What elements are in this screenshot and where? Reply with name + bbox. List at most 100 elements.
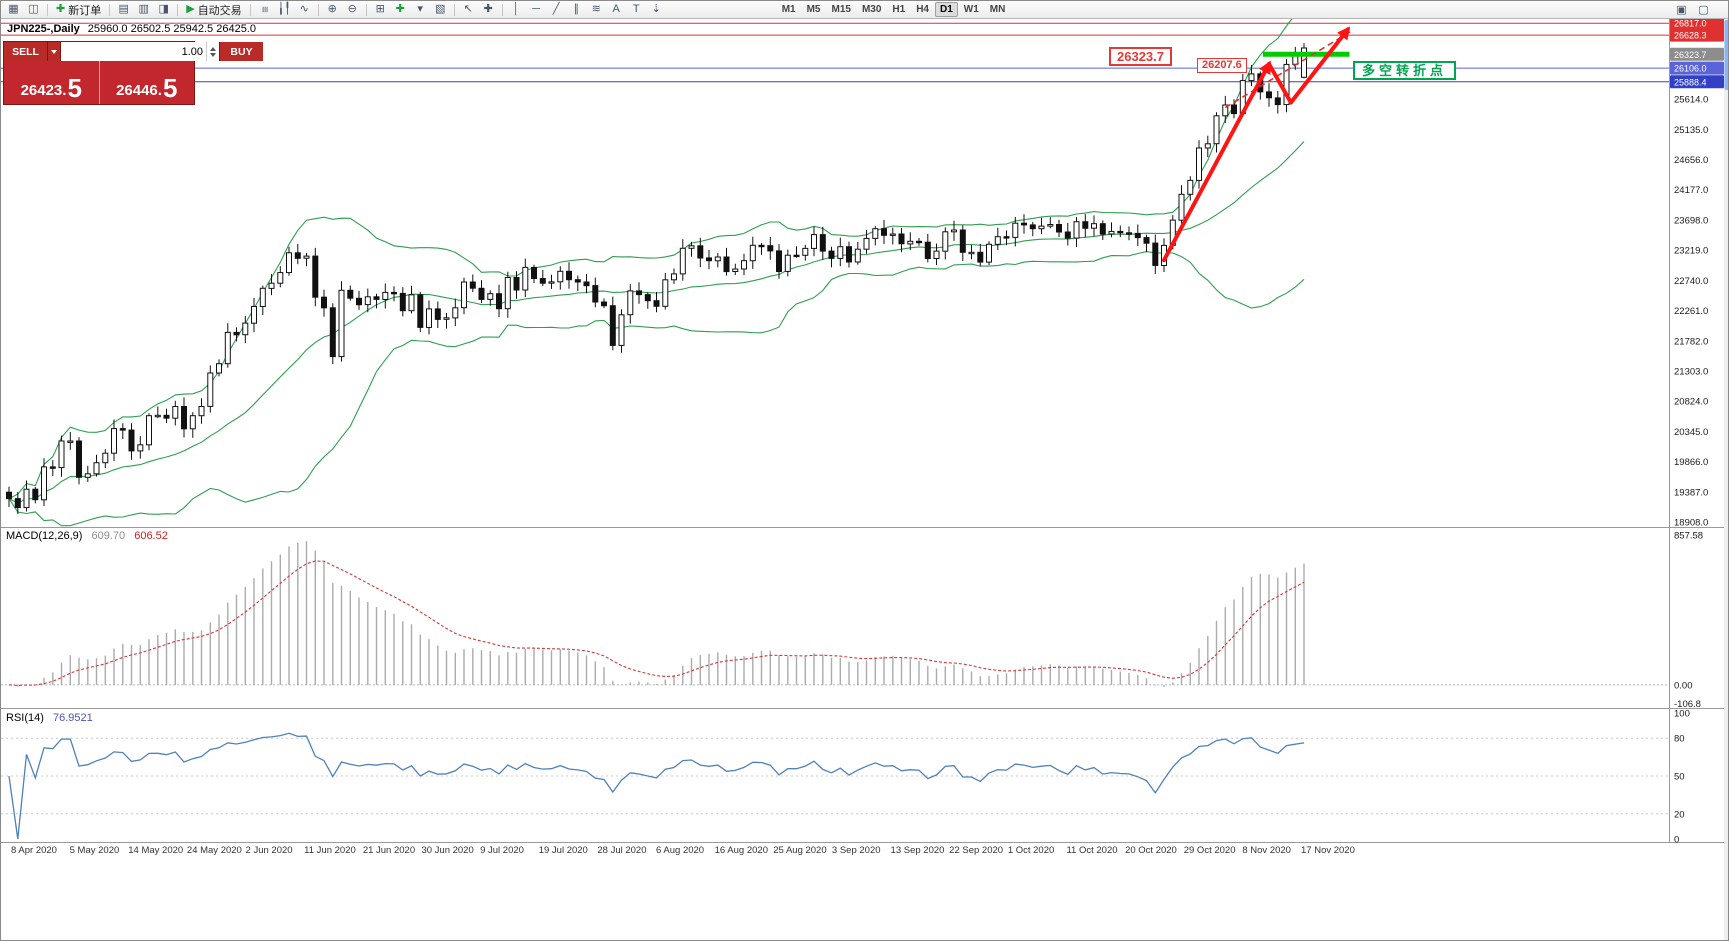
bar-chart-icon[interactable]: ≡: [255, 2, 274, 17]
svg-text:11 Oct 2020: 11 Oct 2020: [1066, 845, 1117, 856]
line-chart-icon: ∿: [299, 3, 309, 15]
price-annotation-26207[interactable]: 26207.6: [1197, 58, 1247, 73]
buy-price[interactable]: 26446. 5: [98, 61, 195, 104]
arrows-icon[interactable]: ⇣: [647, 2, 666, 17]
price-axis[interactable]: 25614.0 25135.0 24656.0 24177.0 23698.0 23219…: [1670, 16, 1724, 846]
navigator-icon[interactable]: ◨: [154, 2, 173, 17]
buy-button[interactable]: BUY: [219, 42, 263, 61]
sell-button[interactable]: SELL: [4, 42, 48, 61]
new-chart-icon[interactable]: ▦: [4, 2, 23, 17]
svg-text:21782.0: 21782.0: [1674, 336, 1708, 347]
crosshair-icon[interactable]: ✚: [479, 2, 498, 17]
profiles-icon[interactable]: ◫: [24, 2, 43, 17]
symbol-period-label: JPN225-,Daily: [7, 23, 80, 35]
toolbar-separator: [453, 3, 455, 16]
volume-down-icon[interactable]: [210, 52, 216, 57]
templates-icon[interactable]: ▧: [431, 2, 450, 17]
window-layout-icon[interactable]: ▣: [1676, 4, 1687, 16]
svg-text:25135.0: 25135.0: [1674, 125, 1708, 136]
svg-text:8 Apr 2020: 8 Apr 2020: [11, 845, 57, 856]
toolbar-separator: [501, 3, 503, 16]
toolbar-separator: [317, 3, 319, 16]
timeframe-h1[interactable]: H1: [892, 4, 906, 15]
svg-text:14 May 2020: 14 May 2020: [128, 845, 183, 856]
rsi-title: RSI(14): [6, 712, 44, 724]
zoom-out-icon: ⊖: [347, 3, 357, 15]
line-chart-icon[interactable]: ∿: [295, 2, 314, 17]
svg-text:8 Nov 2020: 8 Nov 2020: [1242, 845, 1291, 856]
label-icon[interactable]: T: [627, 2, 646, 17]
macd-value-histogram: 609.70: [91, 530, 126, 542]
order-options-arrow[interactable]: [48, 42, 61, 61]
new-chart-icon: ▦: [8, 3, 19, 15]
svg-text:22740.0: 22740.0: [1674, 276, 1708, 287]
price-tag: 26323.7: [1670, 47, 1724, 61]
trendline-icon: ╱: [552, 3, 560, 15]
vertical-scrollbar[interactable]: [1724, 18, 1729, 941]
zoom-out-icon[interactable]: ⊖: [343, 2, 362, 17]
svg-text:25888.4: 25888.4: [1674, 77, 1707, 87]
bollinger-lower-band: [8, 251, 1305, 527]
sell-price[interactable]: 26423. 5: [4, 61, 99, 104]
price-annotation-26323[interactable]: 26323.7: [1109, 47, 1172, 66]
svg-text:16 Aug 2020: 16 Aug 2020: [715, 845, 768, 856]
trend-arrow[interactable]: [1267, 62, 1293, 105]
time-axis[interactable]: 8 Apr 2020 5 May 2020 14 May 2020 24 May 20…: [11, 845, 1355, 856]
tile-windows-icon[interactable]: ⊞: [371, 2, 390, 17]
buy-price-pip: 5: [162, 72, 178, 103]
scrollbar-thumb[interactable]: [1724, 20, 1729, 90]
channel-icon[interactable]: ∥: [567, 2, 586, 17]
toolbar-separator: [177, 3, 179, 16]
label-icon: T: [632, 3, 640, 15]
svg-text:0.00: 0.00: [1674, 680, 1693, 691]
price-tag: 26106.0: [1670, 61, 1724, 75]
periods-icon[interactable]: ▾: [411, 2, 430, 17]
horizontal-line-icon: ─: [532, 3, 541, 15]
market-watch-icon[interactable]: ▤: [114, 2, 133, 17]
timeframe-h4[interactable]: H4: [916, 4, 929, 15]
timeframe-mn[interactable]: MN: [989, 4, 1006, 15]
turning-point-note[interactable]: 多空转折点: [1353, 61, 1457, 80]
trendline-icon[interactable]: ╱: [547, 2, 566, 17]
horizontal-line-icon[interactable]: ─: [527, 2, 546, 17]
volume-input[interactable]: [61, 45, 206, 58]
rsi-line: [8, 732, 1305, 840]
timeframe-m30[interactable]: M30: [861, 4, 882, 15]
arrows-icon: ⇣: [651, 3, 661, 15]
vertical-line-icon: │: [512, 3, 520, 15]
new-order-button[interactable]: ✚ 新订单: [52, 2, 105, 17]
timeframe-d1[interactable]: D1: [935, 2, 958, 17]
timeframe-w1[interactable]: W1: [963, 4, 979, 15]
dashed-trendline[interactable]: [1224, 29, 1353, 109]
indicators-icon[interactable]: ✚: [391, 2, 410, 17]
timeframe-m15[interactable]: M15: [831, 4, 851, 15]
svg-text:11 Jun 2020: 11 Jun 2020: [304, 845, 356, 856]
fibonacci-icon[interactable]: ≋: [587, 2, 606, 17]
svg-text:857.58: 857.58: [1674, 530, 1703, 541]
text-icon[interactable]: A: [607, 2, 626, 17]
vertical-line-icon[interactable]: │: [507, 2, 526, 17]
expand-window-icon[interactable]: ▢: [1698, 4, 1709, 16]
timeframe-m5[interactable]: M5: [806, 4, 821, 15]
chart-ohlc-line: JPN225-,Daily 25960.0 26502.5 25942.5 264…: [7, 23, 256, 35]
crosshair-icon: ✚: [483, 3, 493, 15]
svg-text:30 Jun 2020: 30 Jun 2020: [421, 845, 473, 856]
trend-arrow[interactable]: [1162, 60, 1271, 263]
svg-text:23698.0: 23698.0: [1674, 215, 1708, 226]
toolbar-right-group: ▣ ▢: [1672, 2, 1713, 17]
volume-stepper[interactable]: [206, 42, 219, 61]
volume-up-icon[interactable]: [210, 46, 216, 51]
trend-arrow[interactable]: [1288, 26, 1351, 105]
timeframe-m1[interactable]: M1: [781, 4, 796, 15]
sell-price-main: 26423.: [20, 81, 67, 99]
autotrading-button[interactable]: ▶ 自动交易: [182, 2, 245, 17]
svg-text:9 Jul 2020: 9 Jul 2020: [480, 845, 524, 856]
cursor-icon[interactable]: ↖: [459, 2, 478, 17]
market-watch-icon: ▤: [118, 3, 129, 15]
data-window-icon[interactable]: ▥: [134, 2, 153, 17]
macd-title: MACD(12,26,9): [6, 530, 83, 542]
zoom-in-icon[interactable]: ⊕: [323, 2, 342, 17]
candlestick-chart-icon[interactable]: ╽╿: [275, 2, 294, 17]
